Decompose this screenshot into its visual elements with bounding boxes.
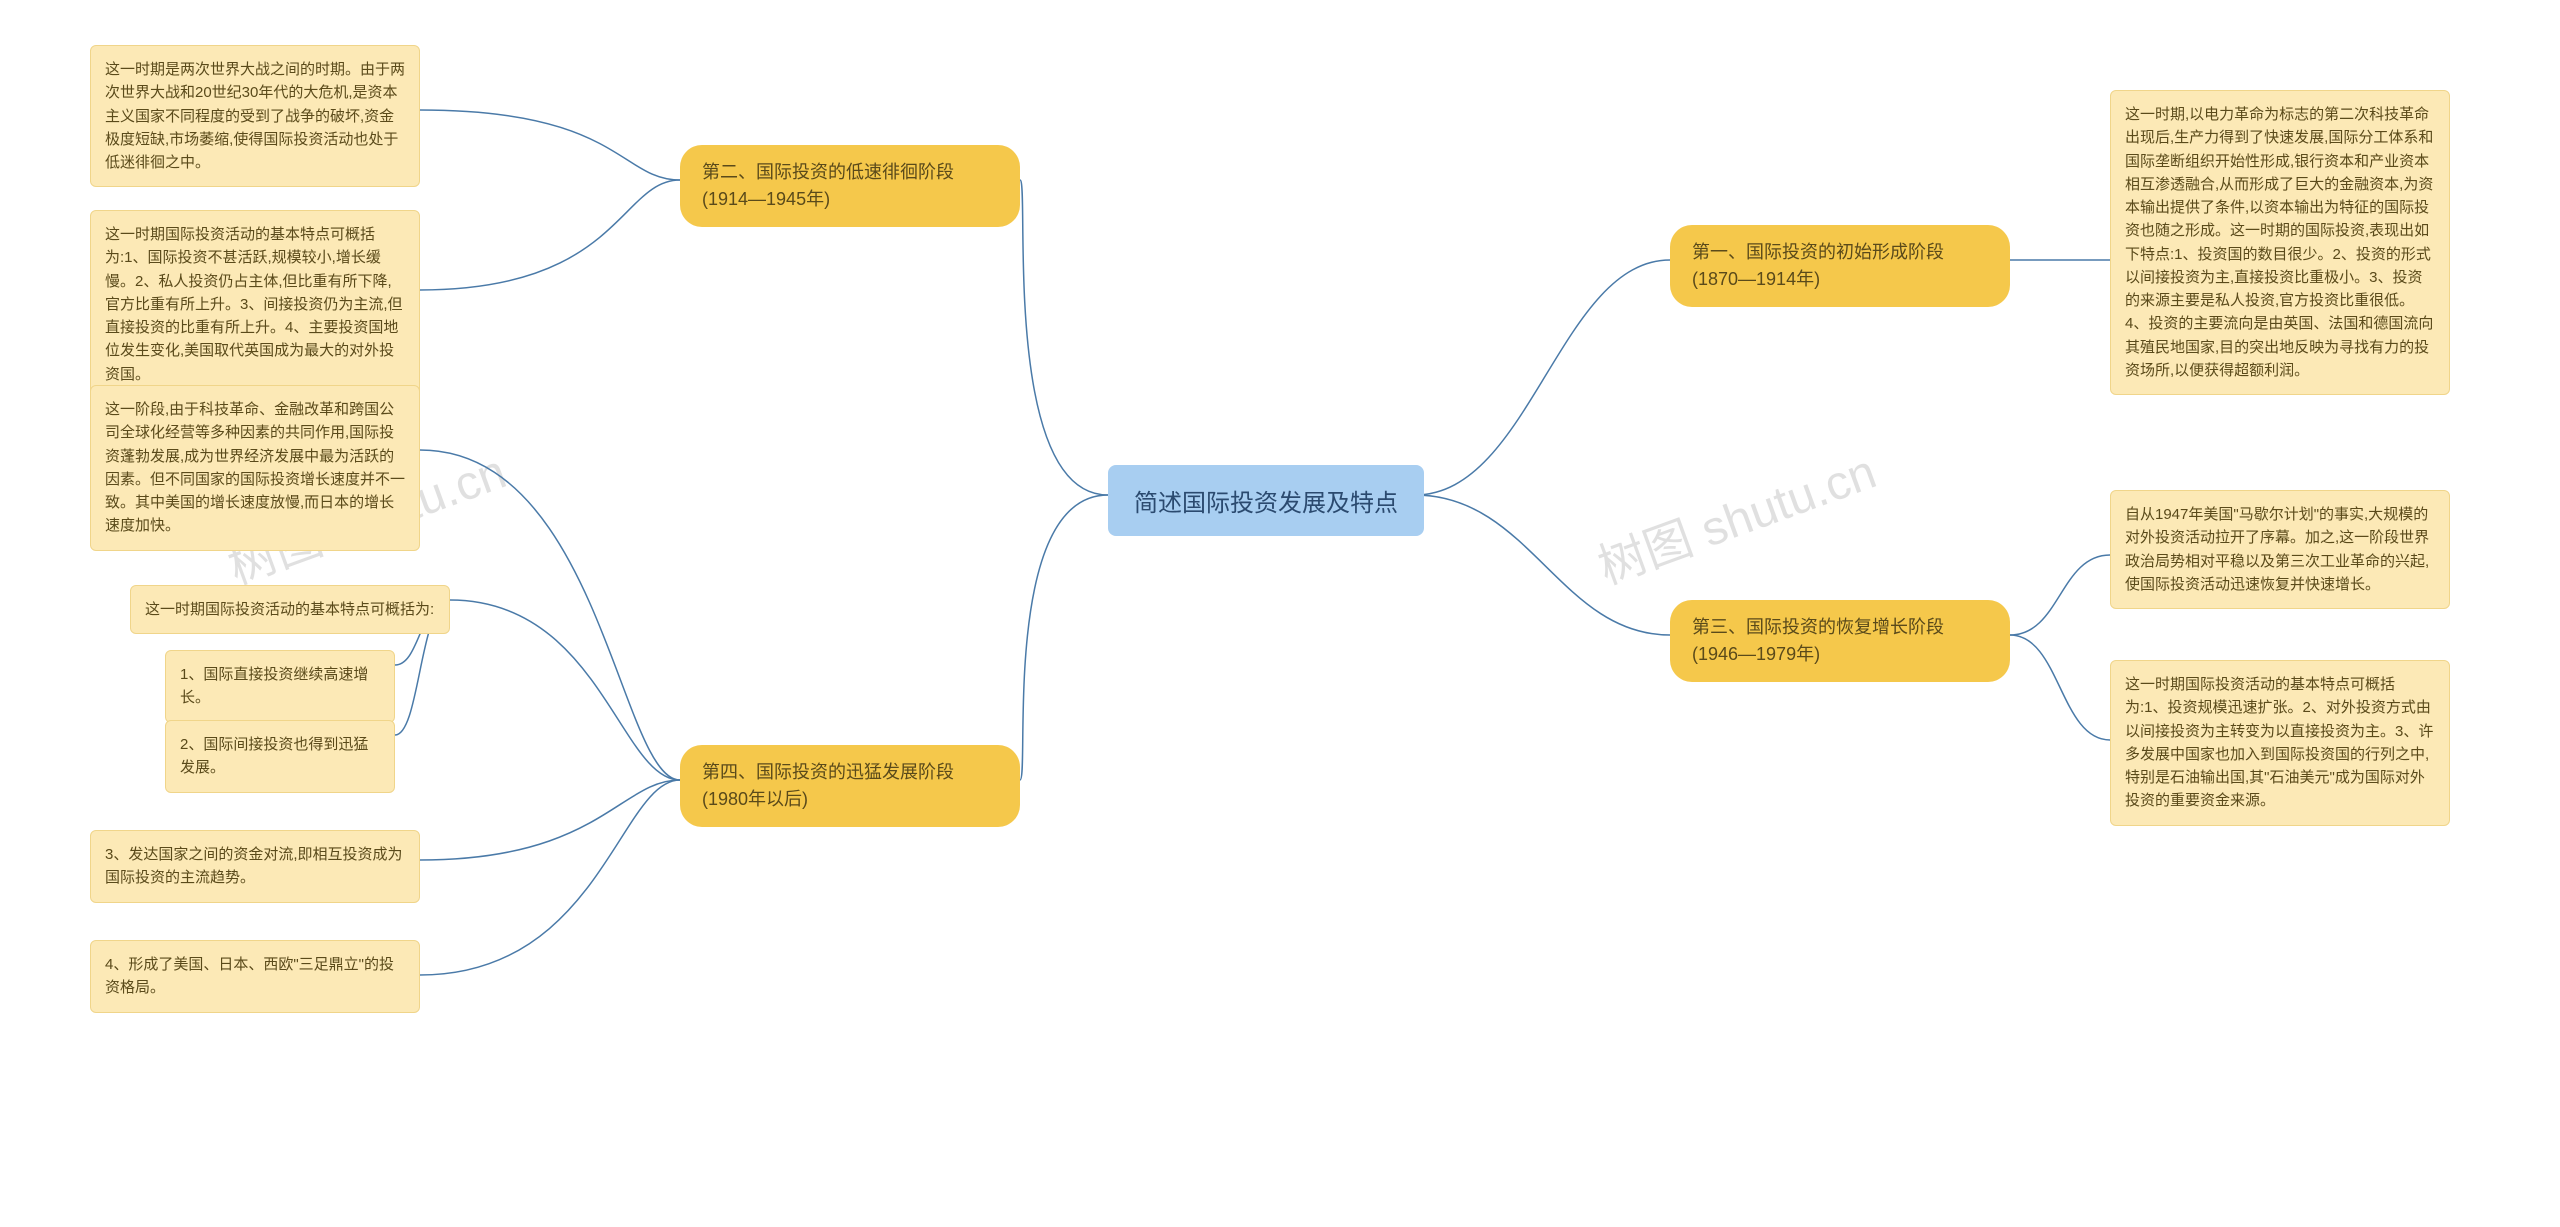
branch-4-leaf-6: 4、形成了美国、日本、西欧"三足鼎立"的投资格局。 [90,940,420,1013]
center-node: 简述国际投资发展及特点 [1108,465,1424,536]
branch-3-leaf-1: 自从1947年美国"马歇尔计划"的事实,大规模的对外投资活动拉开了序幕。加之,这… [2110,490,2450,609]
branch-4-leaf-2: 这一时期国际投资活动的基本特点可概括为: [130,585,450,634]
branch-2: 第二、国际投资的低速徘徊阶段(1914—1945年) [680,145,1020,227]
branch-4-leaf-1: 这一阶段,由于科技革命、金融改革和跨国公司全球化经营等多种因素的共同作用,国际投… [90,385,420,551]
branch-3: 第三、国际投资的恢复增长阶段(1946—1979年) [1670,600,2010,682]
watermark-right: 树图 shutu.cn [1587,432,1884,597]
branch-1: 第一、国际投资的初始形成阶段(1870—1914年) [1670,225,2010,307]
branch-4-leaf-5: 3、发达国家之间的资金对流,即相互投资成为国际投资的主流趋势。 [90,830,420,903]
branch-4-leaf-4: 2、国际间接投资也得到迅猛发展。 [165,720,395,793]
branch-3-leaf-2: 这一时期国际投资活动的基本特点可概括为:1、投资规模迅速扩张。2、对外投资方式由… [2110,660,2450,826]
branch-1-leaf-1: 这一时期,以电力革命为标志的第二次科技革命出现后,生产力得到了快速发展,国际分工… [2110,90,2450,395]
branch-2-leaf-1: 这一时期是两次世界大战之间的时期。由于两次世界大战和20世纪30年代的大危机,是… [90,45,420,187]
branch-4: 第四、国际投资的迅猛发展阶段(1980年以后) [680,745,1020,827]
branch-4-leaf-3: 1、国际直接投资继续高速增长。 [165,650,395,723]
branch-2-leaf-2: 这一时期国际投资活动的基本特点可概括为:1、国际投资不甚活跃,规模较小,增长缓慢… [90,210,420,399]
